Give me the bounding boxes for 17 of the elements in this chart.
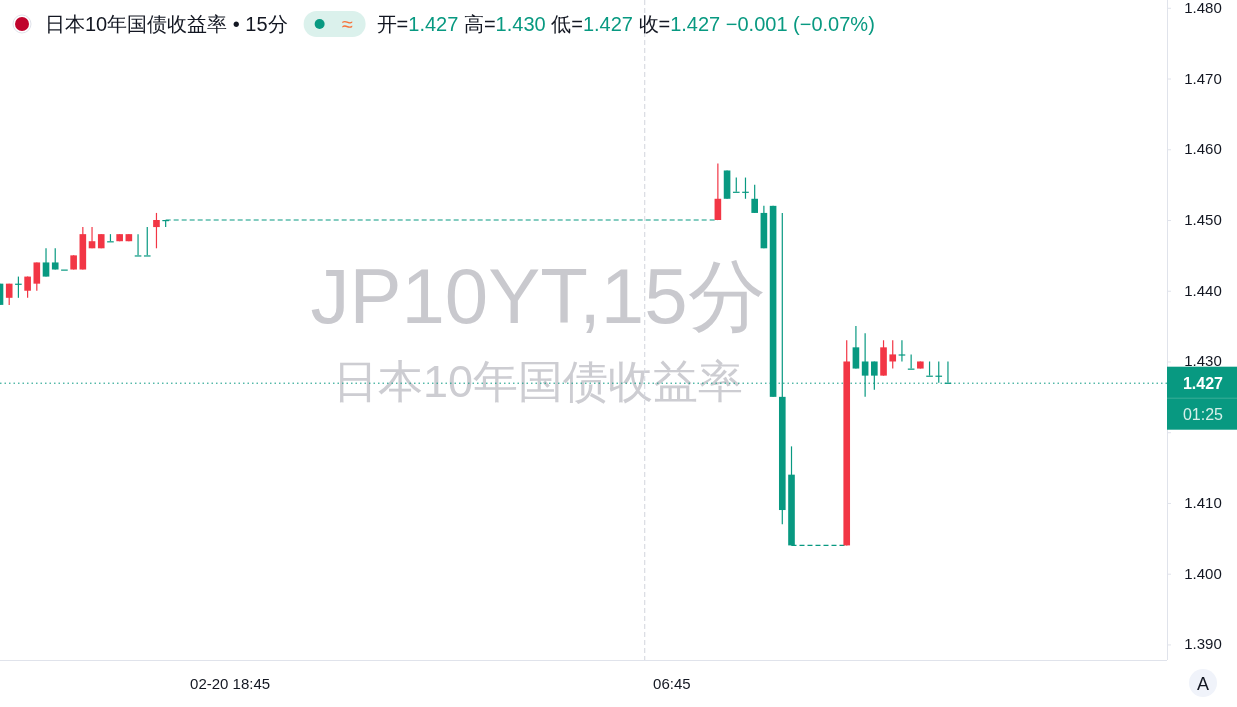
text: 日本10年国债收益率 • 15分 <box>45 13 288 35</box>
y-tick-label: 1.440 <box>1184 281 1222 299</box>
y-tick-label: 1.470 <box>1184 69 1222 87</box>
text: A <box>1196 674 1210 694</box>
ref-line-label: 1.427 <box>1182 374 1224 392</box>
annotation: ≈ <box>342 13 354 35</box>
y-tick-label: 1.400 <box>1184 564 1222 582</box>
text: 01:25 <box>1182 405 1224 423</box>
x-tick-label: 02-20 18:45 <box>190 675 271 692</box>
y-tick-label: 1.450 <box>1184 211 1222 228</box>
y-tick-label: 1.480 <box>1184 0 1222 16</box>
y-tick-label: 1.460 <box>1184 140 1222 158</box>
y-tick-label: 1.390 <box>1184 635 1222 653</box>
y-tick-label: 1.410 <box>1184 493 1222 511</box>
y-tick-label: 1.430 <box>1184 352 1222 370</box>
x-tick-label: 06:45 <box>653 675 691 692</box>
text: 开=1.427 高=1.430 低=1.427 收=1.427 −0.001 (−0.07%) <box>376 13 875 35</box>
